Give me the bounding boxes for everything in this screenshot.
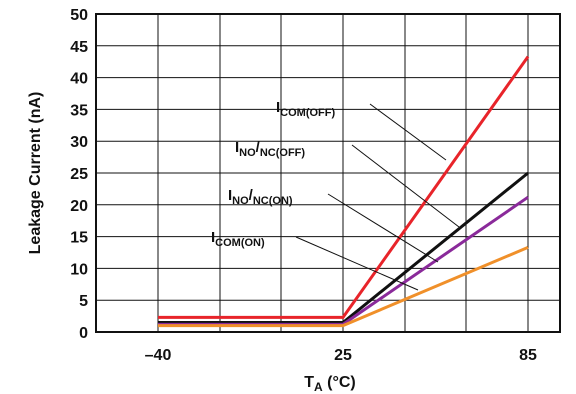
- x-axis-label: TA (°C): [304, 374, 356, 394]
- series-line-com-on: [158, 246, 529, 328]
- callouts: ICOM(OFF) INO/NC(OFF) INO/NC(ON) ICOM(ON): [211, 99, 460, 291]
- y-tick-label: 30: [70, 134, 88, 151]
- callout-leader-no-nc-on: [327, 193, 439, 263]
- callout-label-no-nc-on: INO/NC(ON): [228, 187, 293, 207]
- callout-label-com-off: ICOM(OFF): [276, 99, 335, 119]
- x-tick-label: –40: [145, 347, 172, 364]
- y-tick-label: 45: [70, 39, 88, 56]
- x-tick-label: 25: [334, 347, 352, 364]
- grid: [95, 13, 561, 333]
- callout-leader-com-on: [295, 236, 419, 291]
- y-tick-labels: 0 5 10 15 20 25 30 35 40 45 50: [70, 7, 88, 342]
- y-tick-label: 20: [70, 198, 88, 215]
- plot-frame: [95, 13, 561, 333]
- series-line-no-nc-off: [158, 171, 529, 324]
- x-tick-labels: –40 25 85: [145, 347, 537, 364]
- y-tick-label: 25: [70, 166, 88, 183]
- x-tick-label: 85: [519, 347, 537, 364]
- y-tick-label: 40: [70, 71, 88, 88]
- series-lines: [158, 55, 530, 328]
- callout-label-com-on: ICOM(ON): [211, 229, 265, 249]
- series-line-com-off: [158, 55, 530, 319]
- y-tick-label: 15: [70, 230, 88, 247]
- y-tick-label: 5: [79, 293, 88, 310]
- y-axis-label: Leakage Current (nA): [27, 92, 44, 255]
- callout-leader-no-nc-off: [351, 144, 460, 228]
- callout-leader-com-off: [369, 103, 447, 161]
- y-tick-label: 35: [70, 102, 88, 119]
- y-tick-label: 0: [79, 325, 88, 342]
- y-tick-label: 10: [70, 261, 88, 278]
- y-tick-label: 50: [70, 7, 88, 24]
- callout-label-no-nc-off: INO/NC(OFF): [235, 139, 305, 159]
